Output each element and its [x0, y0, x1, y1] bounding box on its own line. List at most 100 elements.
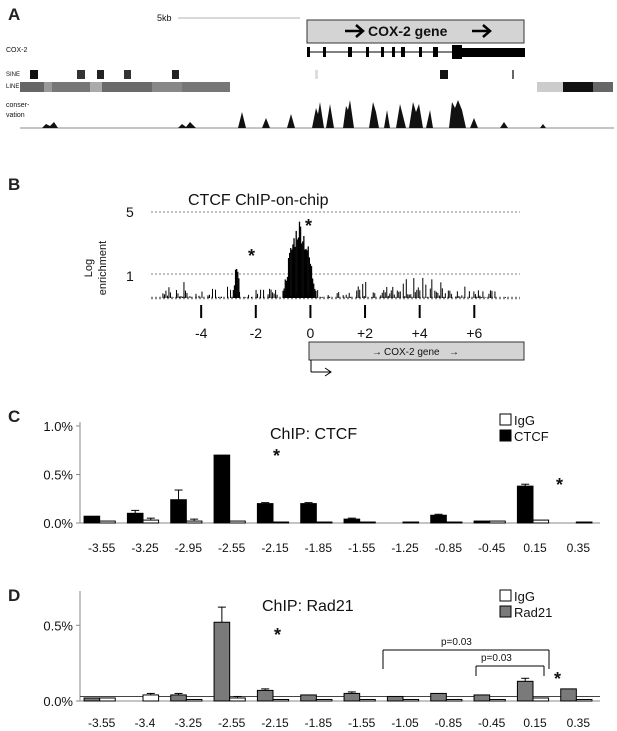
legend-swatch-igg [499, 413, 512, 426]
y-tick-label: 0.5% [43, 468, 73, 483]
x-category-label: -2.55 [218, 541, 246, 555]
igg-bar [229, 520, 246, 524]
gene-arrow-right [472, 24, 492, 38]
rad21-bar [386, 695, 404, 702]
x-tick-label: -2 [250, 325, 263, 341]
bracket-2 [475, 665, 545, 676]
igg-bar [532, 697, 550, 702]
legend-swatch-igg-d [499, 589, 512, 602]
x-category-label: 0.35 [567, 541, 591, 555]
igg-bar [359, 698, 376, 702]
panel-b-gene-box-label: COX-2 gene [384, 347, 440, 358]
panel-c-star-2: * [556, 475, 563, 495]
igg-bar [445, 698, 463, 702]
legend-label-igg: IgG [514, 413, 535, 428]
ctcf-bar [300, 503, 317, 524]
igg-bar [575, 521, 593, 524]
legend-swatch-ctcf [499, 429, 512, 442]
panel-d-title: ChIP: Rad21 [262, 598, 354, 615]
rad21-bar [516, 680, 534, 702]
ctcf-bar [516, 485, 534, 524]
x-category-label: -2.95 [175, 541, 203, 555]
peak-star-2: * [305, 216, 312, 236]
x-category-label: -3.25 [131, 541, 159, 555]
sine-track [30, 70, 514, 79]
panel-b-gene-box [308, 341, 525, 361]
scale-label: 5kb [157, 13, 172, 23]
y-tick-label: 0.5% [43, 618, 73, 633]
rad21-bar [343, 692, 361, 702]
x-category-label: -0.45 [478, 716, 506, 730]
rad21-bar [473, 694, 491, 702]
x-category-label: -1.85 [305, 541, 333, 555]
panel-letter-b: B [8, 175, 20, 194]
ctcf-bar [473, 520, 491, 524]
igg-bar [272, 698, 290, 702]
ctcf-bar [126, 512, 144, 524]
rad21-bar [560, 688, 577, 702]
igg-bar [315, 698, 333, 702]
x-tick-label: +2 [357, 325, 373, 341]
x-tick-label: 0 [307, 325, 315, 341]
y-tick-label: 0.0% [43, 516, 73, 531]
panel-d: D ChIP: Rad21 IgG Rad21 0.0% 0.5% -3.55 -3.… [8, 586, 600, 730]
igg-bar [185, 698, 203, 702]
track-label-conservation-1: conser- [6, 102, 30, 109]
x-category-label: -0.85 [435, 716, 463, 730]
rad21-bar [213, 621, 231, 702]
rad21-bar [300, 694, 317, 702]
gene-arrow-left [345, 24, 365, 38]
panel-c: C ChIP: CTCF IgG CTCF 0.0% 0.5% 1.0% -3.55 -… [8, 407, 600, 555]
panel-c-star-1: * [273, 446, 280, 466]
rad21-bar [256, 689, 274, 702]
legend-swatch-rad21 [499, 605, 512, 618]
igg-bar [315, 521, 333, 524]
x-category-label: -0.85 [435, 541, 463, 555]
enrichment-signal [162, 221, 506, 298]
peak-star-1: * [248, 246, 255, 266]
bracket-label-1: p=0.03 [441, 637, 472, 648]
igg-bar [402, 698, 420, 702]
bracket-1 [382, 649, 550, 669]
track-label-sine: SINE [6, 72, 20, 78]
rad21-bar [170, 694, 187, 702]
rad21-bar [430, 692, 447, 702]
gene-box [306, 19, 525, 44]
legend-label-igg-d: IgG [514, 589, 535, 604]
y-tick-label: 1.0% [43, 419, 73, 434]
legend-label-ctcf: CTCF [514, 429, 549, 444]
x-category-label: -3.55 [88, 716, 116, 730]
gene-model [307, 45, 525, 59]
panel-b-title: CTCF ChIP-on-chip [188, 192, 329, 209]
panel-b-ylabel-1: Log [83, 259, 95, 277]
panel-c-legend: IgG CTCF [499, 413, 549, 444]
igg-bar [359, 521, 376, 524]
x-tick-label: +4 [412, 325, 428, 341]
ctcf-bar [213, 454, 231, 524]
igg-bar [445, 521, 463, 524]
bracket-label-2: p=0.03 [481, 653, 512, 664]
panel-c-plot: 0.0% 0.5% 1.0% -3.55 -3.25 -2.95 -2.55 -2.15 -1.… [43, 419, 600, 555]
panel-d-plot: 0.0% 0.5% -3.55 -3.4 -3.25 -2.55 -2.15 -1.85 -1.… [43, 591, 600, 730]
ctcf-bar [170, 499, 187, 524]
panel-letter-a: A [8, 5, 20, 24]
track-label-conservation-2: vation [6, 112, 25, 119]
panel-a: A 5kb COX-2 gene COX-2 SINE LINE conser-… [6, 5, 614, 129]
ctcf-bar [343, 518, 361, 524]
x-category-label: -1.85 [305, 716, 333, 730]
igg-bar [142, 519, 160, 524]
panel-letter-c: C [8, 407, 20, 426]
igg-bar [99, 520, 116, 524]
x-category-label: -2.55 [218, 716, 246, 730]
conservation-track [42, 100, 546, 128]
panel-b-gene-arrow-right: → [449, 347, 459, 358]
panel-b-gene-arrow-left: → [372, 347, 382, 358]
igg-bar [489, 520, 506, 524]
panel-b-ytick-5: 5 [126, 204, 134, 220]
igg-bar [402, 521, 420, 524]
panel-d-star-1: * [274, 625, 281, 645]
igg-bar [575, 698, 593, 702]
rad21-bar [83, 697, 101, 702]
panel-b-ylabel-2: enrichment [97, 241, 109, 295]
